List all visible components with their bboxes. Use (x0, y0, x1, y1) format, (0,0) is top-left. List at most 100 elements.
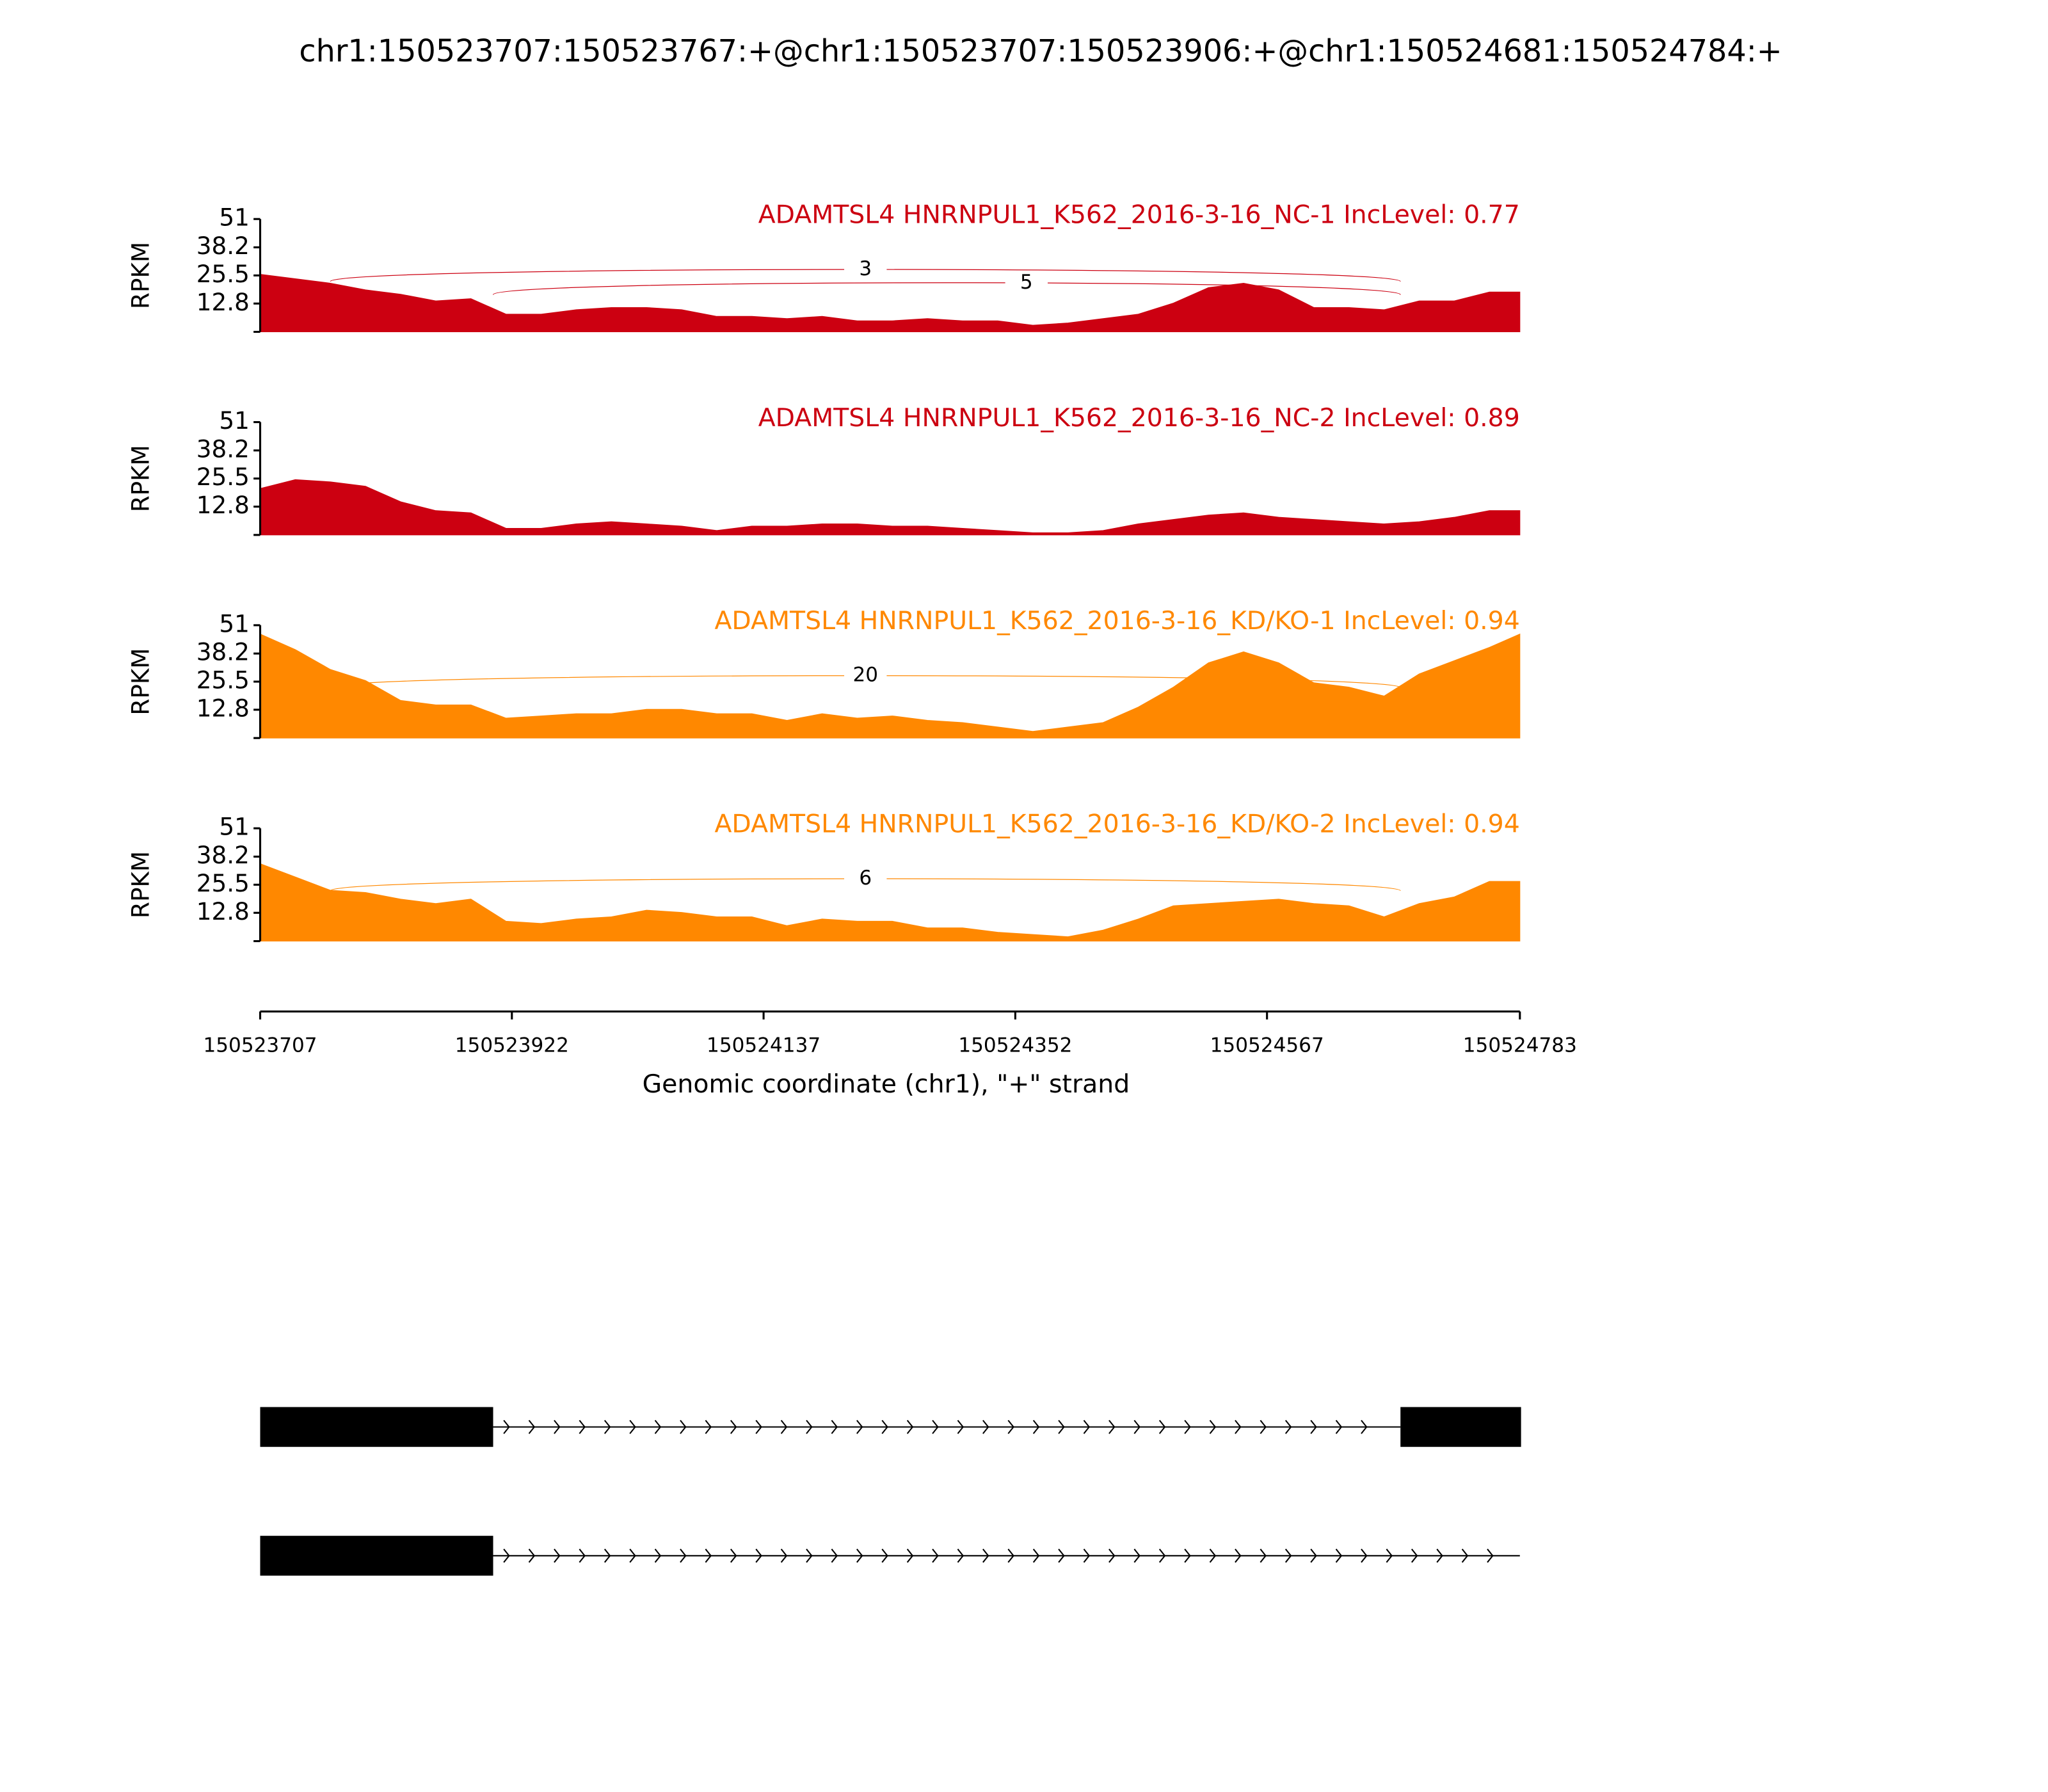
strand-arrow (906, 1548, 914, 1563)
coverage-area (259, 633, 1521, 739)
strand-arrow (957, 1420, 964, 1434)
y-tick-label: 25.5 (196, 260, 250, 288)
strand-arrow (1083, 1420, 1091, 1434)
x-tick-label: 150523707 (203, 1034, 317, 1057)
strand-arrow (932, 1548, 939, 1563)
y-axis-label: RPKM (126, 648, 154, 715)
strand-arrow (604, 1420, 611, 1434)
strand-arrow (856, 1420, 863, 1434)
y-tick-label: 12.8 (196, 694, 250, 722)
y-tick-label: 38.2 (196, 232, 250, 260)
strand-arrow (806, 1420, 813, 1434)
strand-arrow (579, 1420, 586, 1434)
x-axis-label: Genomic coordinate (chr1), "+" strand (643, 1069, 1130, 1099)
strand-arrow (654, 1420, 662, 1434)
strand-arrow (680, 1420, 687, 1434)
strand-arrow (881, 1548, 888, 1563)
panel-title: ADAMTSL4 HNRNPUL1_K562_2016-3-16_NC-2 In… (758, 403, 1520, 433)
junction-label-bg (844, 259, 887, 280)
x-tick-label: 150524352 (958, 1034, 1072, 1057)
strand-arrow (1487, 1548, 1494, 1563)
strand-arrow (654, 1548, 662, 1563)
strand-arrow (1235, 1548, 1242, 1563)
strand-arrow (1032, 1420, 1040, 1434)
strand-arrow (780, 1548, 788, 1563)
strand-arrow (1260, 1420, 1267, 1434)
strand-arrow (982, 1420, 989, 1434)
y-tick-label: 25.5 (196, 869, 250, 897)
strand-arrow (831, 1420, 838, 1434)
y-tick-label: 25.5 (196, 463, 250, 491)
strand-arrow (1284, 1420, 1292, 1434)
junction-label-bg (1005, 272, 1048, 294)
strand-arrow (1184, 1420, 1191, 1434)
y-tick-label: 12.8 (196, 491, 250, 519)
y-tick-label: 51 (219, 406, 250, 435)
strand-arrow (856, 1548, 863, 1563)
junction-label: 5 (1020, 271, 1033, 294)
panel-title: ADAMTSL4 HNRNPUL1_K562_2016-3-16_NC-1 In… (758, 200, 1520, 230)
strand-arrow (1007, 1420, 1014, 1434)
strand-arrow (1361, 1420, 1368, 1434)
strand-arrow (629, 1420, 636, 1434)
strand-arrow (705, 1548, 712, 1563)
coverage-area (259, 863, 1521, 942)
strand-arrow (1058, 1420, 1065, 1434)
junction-label: 6 (859, 867, 872, 890)
y-axis-label: RPKM (126, 445, 154, 512)
strand-arrow (528, 1548, 536, 1563)
junction-label-bg (844, 868, 887, 890)
strand-arrow (528, 1420, 536, 1434)
strand-arrow (1436, 1548, 1443, 1563)
panel-title: ADAMTSL4 HNRNPUL1_K562_2016-3-16_KD/KO-2… (714, 810, 1519, 839)
y-tick-label: 51 (219, 204, 250, 232)
junction-arc (492, 282, 1401, 295)
strand-arrow (1310, 1548, 1317, 1563)
y-tick-label: 38.2 (196, 435, 250, 463)
x-tick-label: 150524137 (707, 1034, 820, 1057)
y-tick-label: 12.8 (196, 897, 250, 925)
strand-arrow (1133, 1420, 1140, 1434)
exon (260, 1407, 493, 1447)
strand-arrow (503, 1420, 510, 1434)
strand-arrow (604, 1548, 611, 1563)
strand-arrow (730, 1548, 737, 1563)
strand-arrow (554, 1420, 561, 1434)
strand-arrow (957, 1548, 964, 1563)
y-tick-label: 38.2 (196, 638, 250, 666)
y-axis-label: RPKM (126, 851, 154, 918)
strand-arrow (831, 1548, 838, 1563)
y-tick-label: 12.8 (196, 288, 250, 316)
strand-arrow (1461, 1548, 1469, 1563)
junction-label: 3 (859, 257, 872, 280)
strand-arrow (680, 1548, 687, 1563)
strand-arrow (1209, 1548, 1217, 1563)
strand-arrow (1032, 1548, 1040, 1563)
y-tick-label: 38.2 (196, 841, 250, 869)
y-tick-label: 51 (219, 813, 250, 841)
chart-title: chr1:150523707:150523767:+@chr1:15052370… (299, 34, 1782, 69)
x-tick-label: 150524567 (1210, 1034, 1324, 1057)
junction-label: 20 (852, 664, 878, 687)
strand-arrow (932, 1420, 939, 1434)
strand-arrow (1260, 1548, 1267, 1563)
strand-arrow (881, 1420, 888, 1434)
strand-arrow (1335, 1548, 1343, 1563)
strand-arrow (906, 1420, 914, 1434)
y-axis-label: RPKM (126, 242, 154, 309)
strand-arrow (1007, 1548, 1014, 1563)
strand-arrow (755, 1420, 762, 1434)
strand-arrow (705, 1420, 712, 1434)
strand-arrow (982, 1548, 989, 1563)
strand-arrow (554, 1548, 561, 1563)
strand-arrow (579, 1548, 586, 1563)
coverage-area (259, 479, 1521, 536)
strand-arrow (1108, 1420, 1116, 1434)
coverage-area (259, 274, 1521, 333)
exon (260, 1535, 493, 1576)
panel-title: ADAMTSL4 HNRNPUL1_K562_2016-3-16_KD/KO-1… (714, 606, 1519, 636)
strand-arrow (1335, 1420, 1343, 1434)
strand-arrow (1361, 1548, 1368, 1563)
y-tick-label: 25.5 (196, 666, 250, 694)
